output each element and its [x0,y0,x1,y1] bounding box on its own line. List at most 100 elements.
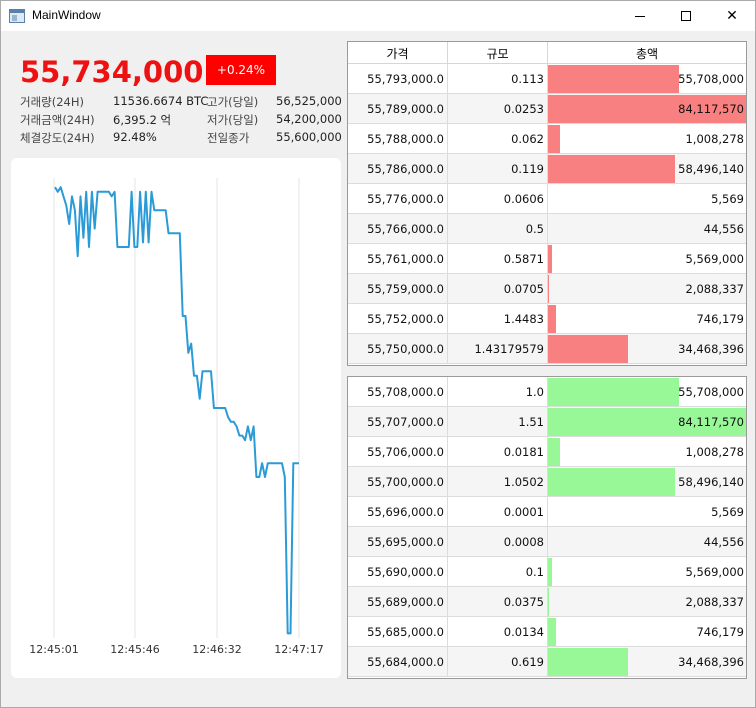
x-tick-label: 12:45:46 [110,643,159,656]
bid-total-cell: 58,496,140 [678,475,744,489]
ask-orderbook-table[interactable]: 가격 규모 총액 55,793,000.0 0.113 55,708,000 55,7… [347,41,747,366]
ask-price-cell: 55,793,000.0 [348,64,448,94]
ask-price-cell: 55,788,000.0 [348,124,448,154]
x-tick-label: 12:47:17 [274,643,323,656]
bid-total-cell: 44,556 [703,535,744,549]
ask-row[interactable]: 55,759,000.0 0.0705 2,088,337 [348,274,746,304]
stat-low-value: 54,200,000 [276,112,342,126]
header-price[interactable]: 가격 [348,42,448,64]
x-tick-label: 12:46:32 [192,643,241,656]
bid-row[interactable]: 55,690,000.0 0.1 5,569,000 [348,557,746,587]
bid-row[interactable]: 55,706,000.0 0.0181 1,008,278 [348,437,746,467]
ask-depth-bar [548,125,560,153]
ask-size-cell: 0.113 [448,64,548,94]
stat-volume-value: 11536.6674 BTC [113,94,209,108]
stat-amount: 거래금액(24H) [20,112,95,128]
bid-row[interactable]: 55,708,000.0 1.0 55,708,000 [348,377,746,407]
bid-depth-bar [548,468,675,496]
bid-price-cell: 55,696,000.0 [348,497,448,527]
ask-total-cell: 44,556 [703,222,744,236]
maximize-button[interactable] [663,1,709,31]
ask-total-cell: 58,496,140 [678,162,744,176]
bid-depth-bar [548,588,549,616]
price-chart[interactable]: 12:45:01 12:45:46 12:46:32 12:47:17 [11,158,341,678]
ask-size-cell: 0.5 [448,214,548,244]
ask-depth-bar [548,335,629,363]
stat-strength: 체결강도(24H) [20,130,95,146]
ask-size-cell: 0.0705 [448,274,548,304]
bid-total-cell: 5,569 [711,505,744,519]
ask-total-cell: 84,117,570 [678,102,744,116]
bid-size-cell: 1.0 [448,377,548,407]
header-total[interactable]: 총액 [635,46,659,61]
ask-size-cell: 0.5871 [448,244,548,274]
ask-row[interactable]: 55,750,000.0 1.43179579 34,468,396 [348,334,746,364]
bid-size-cell: 0.619 [448,647,548,677]
bid-row[interactable]: 55,700,000.0 1.0502 58,496,140 [348,467,746,497]
close-button[interactable]: ✕ [709,1,755,31]
ask-size-cell: 0.062 [448,124,548,154]
ask-row[interactable]: 55,789,000.0 0.0253 84,117,570 [348,94,746,124]
stat-label: 저가(당일) [207,113,259,127]
ask-depth-bar [548,65,679,93]
ask-row[interactable]: 55,776,000.0 0.0606 5,569 [348,184,746,214]
ask-price-cell: 55,761,000.0 [348,244,448,274]
ask-size-cell: 1.4483 [448,304,548,334]
bid-price-cell: 55,707,000.0 [348,407,448,437]
bid-row[interactable]: 55,685,000.0 0.0134 746,179 [348,617,746,647]
bid-price-cell: 55,684,000.0 [348,647,448,677]
bid-price-cell: 55,706,000.0 [348,437,448,467]
bid-rows: 55,708,000.0 1.0 55,708,000 55,707,000.0 1.5… [348,377,746,677]
bid-size-cell: 0.0375 [448,587,548,617]
ask-row[interactable]: 55,761,000.0 0.5871 5,569,000 [348,244,746,274]
bid-total-cell: 84,117,570 [678,415,744,429]
minimize-icon [635,15,645,17]
bid-row[interactable]: 55,689,000.0 0.0375 2,088,337 [348,587,746,617]
bid-row[interactable]: 55,695,000.0 0.0008 44,556 [348,527,746,557]
bid-orderbook-table[interactable]: 55,708,000.0 1.0 55,708,000 55,707,000.0 1.5… [347,376,747,679]
ask-row[interactable]: 55,766,000.0 0.5 44,556 [348,214,746,244]
bid-total-cell: 34,468,396 [678,655,744,669]
bid-row[interactable]: 55,696,000.0 0.0001 5,569 [348,497,746,527]
current-price: 55,734,000 [20,55,204,89]
bid-depth-bar [548,648,629,676]
bid-price-cell: 55,689,000.0 [348,587,448,617]
ask-row[interactable]: 55,786,000.0 0.119 58,496,140 [348,154,746,184]
ask-row[interactable]: 55,788,000.0 0.062 1,008,278 [348,124,746,154]
stat-high-value: 56,525,000 [276,94,342,108]
price-series-line [54,186,299,635]
orderbook-header: 가격 규모 총액 [348,42,746,64]
stat-label: 거래금액(24H) [20,113,95,127]
bid-total-cell: 2,088,337 [685,595,744,609]
ask-size-cell: 1.43179579 [448,334,548,364]
header-size[interactable]: 규모 [448,42,548,64]
ask-price-cell: 55,750,000.0 [348,334,448,364]
ask-depth-bar [548,245,552,273]
x-tick-label: 12:45:01 [29,643,78,656]
stat-prev-close-value: 55,600,000 [276,130,342,144]
stat-label: 고가(당일) [207,95,259,109]
bid-total-cell: 5,569,000 [685,565,744,579]
stat-prev-close: 전일종가 [207,130,249,146]
stat-low: 저가(당일) [207,112,258,128]
price-chart-svg: 12:45:01 12:45:46 12:46:32 12:47:17 [29,178,324,656]
ask-price-cell: 55,752,000.0 [348,304,448,334]
stat-label: 체결강도(24H) [20,131,95,145]
minimize-button[interactable] [617,1,663,31]
bid-depth-bar [548,558,552,586]
bid-size-cell: 0.1 [448,557,548,587]
bid-row[interactable]: 55,707,000.0 1.51 84,117,570 [348,407,746,437]
title-bar[interactable]: MainWindow ✕ [1,1,755,31]
ask-total-cell: 1,008,278 [685,132,744,146]
ask-total-cell: 34,468,396 [678,342,744,356]
stat-amount-value: 6,395.2 억 [113,113,172,127]
bid-depth-bar [548,408,746,436]
bid-row[interactable]: 55,684,000.0 0.619 34,468,396 [348,647,746,677]
bid-total-cell: 55,708,000 [678,385,744,399]
stat-label: 전일종가 [207,131,250,145]
bid-price-cell: 55,695,000.0 [348,527,448,557]
ask-row[interactable]: 55,793,000.0 0.113 55,708,000 [348,64,746,94]
ask-row[interactable]: 55,752,000.0 1.4483 746,179 [348,304,746,334]
app-window-icon [9,9,25,23]
